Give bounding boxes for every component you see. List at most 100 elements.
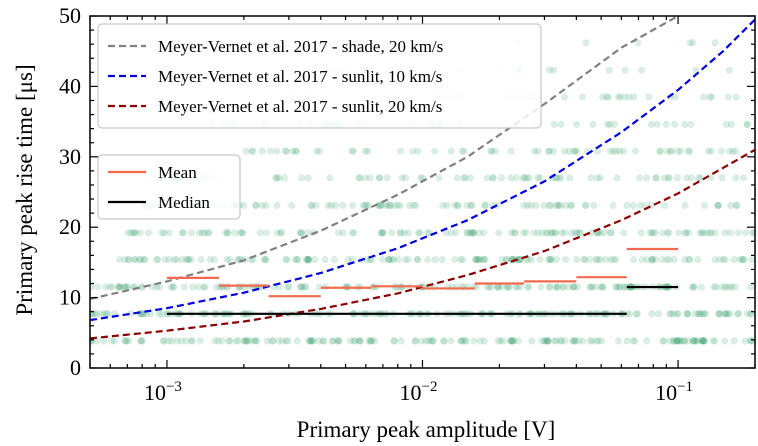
scatter-point: [546, 283, 554, 291]
scatter-point: [724, 310, 732, 318]
scatter-point: [609, 201, 617, 209]
scatter-point: [620, 283, 628, 291]
scatter-point: [168, 337, 176, 345]
scatter-point: [561, 229, 569, 237]
scatter-point: [623, 201, 631, 209]
scatter-point: [173, 337, 181, 345]
scatter-point: [305, 256, 313, 264]
scatter-point: [463, 201, 471, 209]
scatter-point: [350, 337, 358, 345]
scatter-point: [747, 337, 755, 345]
scatter-point: [397, 229, 405, 237]
scatter-point: [138, 337, 146, 345]
scatter-point: [282, 147, 290, 155]
scatter-point: [315, 147, 324, 155]
scatter-point: [315, 337, 323, 345]
scatter-point: [592, 256, 601, 264]
scatter-point: [361, 174, 369, 182]
scatter-point: [551, 229, 560, 237]
scatter-point: [460, 174, 468, 182]
scatter-point: [663, 147, 671, 155]
scatter-point: [115, 283, 124, 291]
legend-stat-label: Mean: [158, 163, 197, 182]
scatter-point: [457, 337, 465, 345]
scatter-point: [397, 337, 405, 345]
scatter-point: [481, 256, 489, 264]
scatter-point: [216, 283, 224, 291]
scatter-point: [293, 337, 301, 345]
scatter-point: [304, 256, 312, 264]
scatter-point: [537, 283, 545, 291]
scatter-point: [557, 201, 565, 209]
scatter-point: [324, 201, 332, 209]
scatter-point: [389, 256, 398, 264]
scatter-point: [390, 337, 399, 345]
y-axis-label: Primary peak rise time [μs]: [12, 64, 37, 315]
scatter-point: [140, 256, 149, 264]
scatter-point: [278, 337, 286, 345]
scatter-point: [388, 229, 396, 237]
scatter-point: [165, 337, 173, 345]
scatter-point: [697, 337, 705, 345]
scatter-point: [730, 337, 738, 345]
scatter-point: [472, 256, 480, 264]
scatter-point: [633, 310, 641, 318]
scatter-point: [205, 229, 213, 237]
scatter-point: [222, 229, 230, 237]
scatter-point: [507, 229, 515, 237]
scatter-point: [182, 256, 191, 264]
scatter-point: [411, 337, 419, 345]
scatter-point: [253, 337, 261, 345]
legend-model-label: Meyer-Vernet et al. 2017 - shade, 20 km/…: [158, 37, 443, 56]
scatter-point: [587, 229, 596, 237]
scatter-point: [570, 337, 578, 345]
scatter-point: [623, 337, 631, 345]
scatter-point: [111, 337, 119, 345]
scatter-point: [544, 337, 552, 345]
scatter-point: [515, 256, 523, 264]
scatter-point: [184, 256, 192, 264]
scatter-point: [231, 229, 239, 237]
y-tick-label: 20: [59, 214, 81, 239]
scatter-point: [244, 337, 252, 345]
scatter-point: [160, 229, 168, 237]
scatter-point: [660, 337, 668, 345]
scatter-point: [514, 337, 522, 345]
scatter-point: [236, 229, 244, 237]
scatter-point: [550, 66, 558, 74]
scatter-point: [409, 147, 417, 155]
scatter-point: [182, 337, 190, 345]
scatter-point: [458, 147, 466, 155]
scatter-point: [621, 66, 629, 74]
legend-model-label: Meyer-Vernet et al. 2017 - sunlit, 20 km…: [158, 97, 442, 116]
scatter-point: [699, 229, 707, 237]
scatter-point: [689, 337, 697, 345]
scatter-point: [461, 337, 469, 345]
scatter-point: [252, 201, 260, 209]
scatter-point: [581, 201, 589, 209]
scatter-point: [574, 283, 582, 291]
scatter-point: [187, 337, 196, 345]
scatter-point: [612, 283, 620, 291]
scatter-point: [705, 229, 714, 237]
scatter-point: [472, 256, 480, 264]
scatter-point: [210, 256, 218, 264]
scatter-point: [474, 256, 482, 264]
scatter-point: [667, 310, 675, 318]
scatter-point: [506, 337, 515, 345]
scatter-point: [359, 201, 367, 209]
scatter-point: [516, 283, 524, 291]
scatter-point: [596, 174, 604, 182]
scatter-point: [125, 337, 133, 345]
scatter-point: [691, 310, 699, 318]
scatter-point: [226, 337, 234, 345]
scatter-point: [469, 229, 478, 237]
scatter-point: [598, 93, 607, 101]
scatter-point: [355, 174, 363, 182]
scatter-point: [587, 283, 595, 291]
scatter-point: [273, 201, 281, 209]
scatter-point: [578, 93, 587, 101]
scatter-point: [604, 93, 612, 101]
scatter-point: [401, 229, 409, 237]
scatter-point: [701, 310, 710, 318]
